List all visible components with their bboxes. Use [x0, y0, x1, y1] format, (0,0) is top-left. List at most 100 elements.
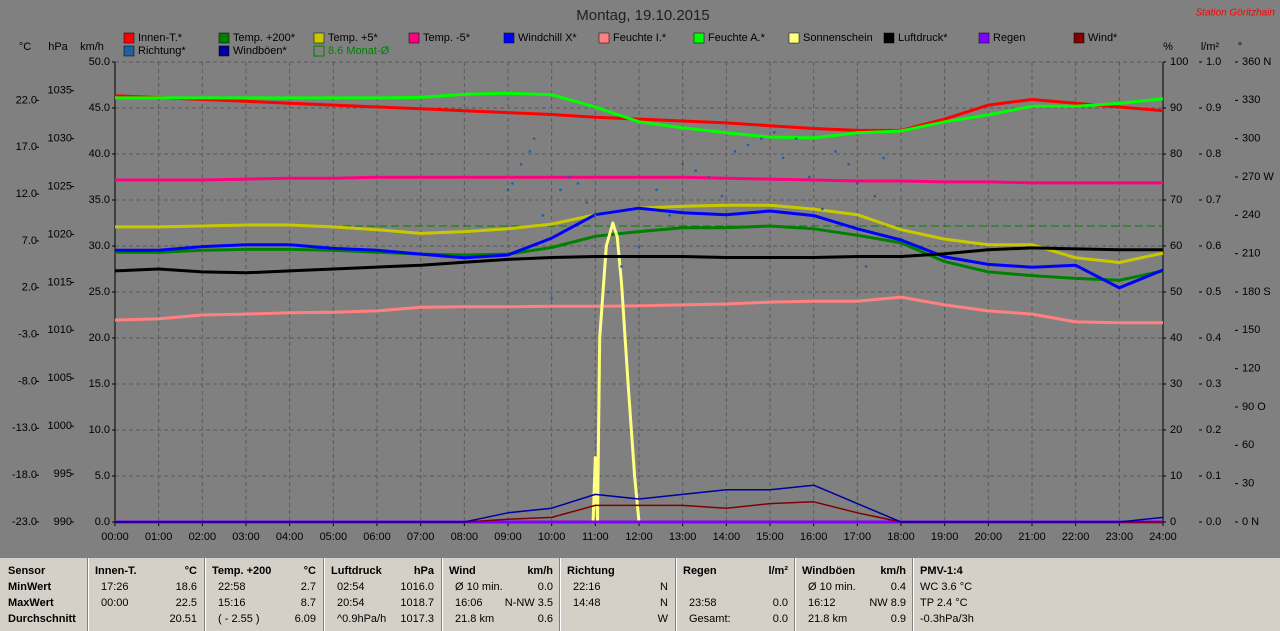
table-cell: N — [660, 597, 668, 609]
y-tick-label: 995 — [54, 468, 72, 480]
y-tick-label: 0.9 — [1206, 102, 1221, 114]
direction-point — [567, 175, 571, 179]
legend-swatch — [693, 32, 705, 44]
direction-point — [720, 194, 724, 198]
table-cell: 8.7 — [300, 597, 316, 609]
legend-swatch — [123, 32, 135, 44]
y-tick-label: 0.3 — [1206, 378, 1221, 390]
y-tick-label: 70 — [1170, 194, 1182, 206]
direction-point — [576, 182, 580, 185]
column-unit: l/m² — [768, 565, 788, 577]
direction-point — [781, 156, 785, 160]
legend-label: Regen — [993, 32, 1025, 44]
table-cell: 0.0 — [772, 597, 788, 609]
y-tick-label: 0.6 — [1206, 240, 1221, 252]
y-tick-label: 7.0 — [22, 235, 37, 247]
column-title: Luftdruck — [331, 565, 382, 577]
y-tick-label: 120 — [1242, 363, 1260, 375]
table-cell: 18.6 — [175, 581, 197, 593]
table-cell: 2.7 — [300, 581, 316, 593]
x-tick-label: 07:00 — [407, 531, 435, 543]
series-line — [115, 206, 1164, 290]
y-tick-label: 0.7 — [1206, 194, 1221, 206]
direction-point — [532, 137, 536, 140]
y-tick-label: 1030 — [48, 133, 72, 145]
y-tick-label: 10 — [1170, 470, 1182, 482]
direction-point — [856, 182, 859, 185]
y-tick-label: 0.5 — [1206, 286, 1221, 298]
table-cell: 20:54 — [337, 597, 365, 609]
direction-point — [873, 194, 877, 198]
y-tick-label: 1025 — [48, 180, 72, 192]
direction-point — [528, 150, 532, 153]
legend-swatch — [503, 32, 515, 44]
y-tick-label: 210 — [1242, 248, 1260, 260]
table-cell: ^0.9hPa/h — [337, 613, 387, 625]
direction-point — [773, 130, 776, 134]
column-title: Innen-T. — [95, 565, 137, 577]
y-tick-label: 1035 — [48, 85, 72, 97]
direction-point — [519, 162, 523, 166]
table-cell: 1017.3 — [400, 613, 434, 625]
x-tick-label: 06:00 — [363, 531, 391, 543]
legend-label: Wind* — [1088, 32, 1118, 44]
table-cell: NW 8.9 — [869, 597, 906, 609]
y-tick-label: 60 — [1242, 439, 1254, 451]
y-tick-label: 0.0 — [95, 516, 110, 528]
y-tick-label: 50 — [1170, 286, 1182, 298]
table-cell: N — [660, 581, 668, 593]
axis-unit: ° — [1238, 41, 1242, 53]
y-tick-label: 22.0 — [16, 94, 37, 106]
table-cell: 21.8 km — [455, 613, 495, 625]
legend-label: Richtung* — [138, 45, 186, 57]
legend-swatch — [1073, 32, 1085, 44]
table-cell: 21.8 km — [808, 613, 848, 625]
direction-point — [681, 162, 684, 166]
y-tick-label: 270 W — [1242, 171, 1274, 183]
y-tick-label: 0.1 — [1206, 470, 1221, 482]
legend-value: 8.6 — [328, 45, 343, 57]
x-tick-label: 12:00 — [625, 531, 653, 543]
legend-swatch — [883, 32, 895, 44]
column-unit: °C — [184, 565, 197, 577]
stats-table: Sensor MinWert MaxWert Durchschnitt Innen-T.… — [0, 558, 1280, 631]
y-tick-label: 40 — [1170, 332, 1182, 344]
x-tick-label: 14:00 — [713, 531, 741, 543]
y-tick-label: 1015 — [48, 276, 72, 288]
table-cell: 22.5 — [175, 597, 197, 609]
x-tick-label: 01:00 — [145, 531, 173, 543]
y-tick-label: 90 O — [1242, 401, 1266, 413]
legend-swatch — [218, 32, 230, 44]
direction-point — [668, 214, 671, 217]
series-line — [114, 295, 1163, 325]
direction-point — [550, 297, 553, 300]
y-tick-label: 0.2 — [1206, 424, 1221, 436]
column-title: PMV-1:4 — [920, 565, 963, 577]
row-label: MinWert — [8, 581, 52, 593]
table-cell: N-NW 3.5 — [504, 597, 553, 609]
direction-point — [607, 290, 610, 294]
y-tick-label: 0.8 — [1206, 148, 1221, 160]
direction-point — [585, 201, 588, 204]
series-line — [115, 175, 1163, 185]
y-tick-label: 150 — [1242, 324, 1260, 336]
table-cell: 16:12 — [808, 597, 836, 609]
column-unit: km/h — [527, 565, 553, 577]
table-cell: WC 3.6 °C — [920, 581, 973, 593]
series-line — [115, 221, 1163, 524]
table-cell: 17:26 — [101, 581, 129, 593]
x-tick-label: 09:00 — [494, 531, 522, 543]
x-tick-label: 13:00 — [669, 531, 697, 543]
y-tick-label: 30 — [1242, 478, 1254, 490]
y-tick-label: 100 — [1170, 56, 1188, 68]
x-tick-label: 22:00 — [1062, 531, 1090, 543]
table-cell: -0.3hPa/3h — [920, 613, 974, 625]
x-tick-label: 21:00 — [1018, 531, 1046, 543]
table-cell: 00:00 — [101, 597, 129, 609]
row-label: Durchschnitt — [8, 613, 76, 625]
direction-point — [808, 175, 811, 179]
table-cell: 23:58 — [689, 597, 717, 609]
table-cell: 0.4 — [890, 581, 906, 593]
plot-area — [115, 62, 1163, 522]
